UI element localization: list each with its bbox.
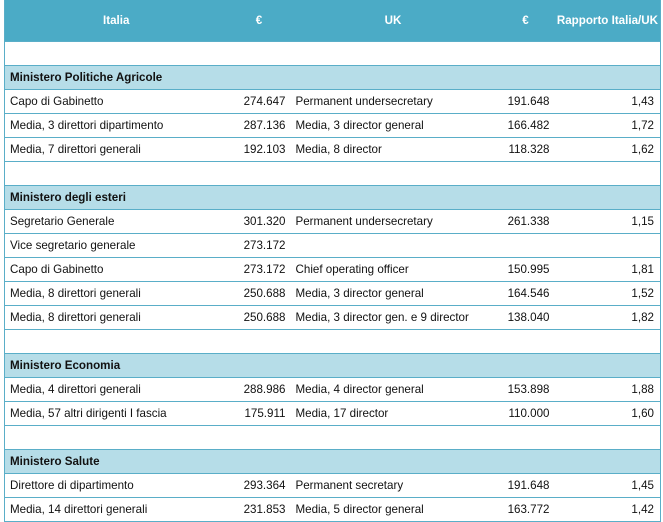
column-header: Italia (4, 0, 228, 42)
data-row: Segretario Generale 301.320 Permanent unde… (4, 209, 661, 234)
cell: Media, 8 direttori generali (4, 305, 228, 330)
cell: 273.172 (227, 233, 291, 258)
cell: 166.482 (495, 113, 556, 138)
cell: 1,15 (555, 209, 661, 234)
cell: 138.040 (495, 305, 556, 330)
cell: 250.688 (227, 281, 291, 306)
cell: Segretario Generale (4, 209, 228, 234)
blank-row (4, 329, 661, 354)
column-header: € (227, 0, 291, 42)
cell: Permanent secretary (290, 473, 496, 498)
data-row: Vice segretario generale 273.172 (4, 233, 661, 258)
section-row: Ministero Salute (4, 449, 661, 474)
cell: Media, 3 director general (290, 113, 496, 138)
data-row: Media, 57 altri dirigenti I fascia 175.91… (4, 401, 661, 426)
cell: 1,42 (555, 497, 661, 522)
data-row: Media, 4 direttori generali 288.986 Media,… (4, 377, 661, 402)
cell: 164.546 (495, 281, 556, 306)
column-header: € (495, 0, 556, 42)
data-row: Media, 8 direttori generali 250.688 Media,… (4, 281, 661, 306)
cell: 293.364 (227, 473, 291, 498)
cell: 1,45 (555, 473, 661, 498)
cell: Media, 8 director (290, 137, 496, 162)
data-row: Capo di Gabinetto 274.647 Permanent unders… (4, 89, 661, 114)
cell: 1,81 (555, 257, 661, 282)
cell: Vice segretario generale (4, 233, 228, 258)
cell (555, 233, 661, 258)
cell: 1,72 (555, 113, 661, 138)
cell: 163.772 (495, 497, 556, 522)
cell: 231.853 (227, 497, 291, 522)
cell: 288.986 (227, 377, 291, 402)
cell: 175.911 (227, 401, 291, 426)
data-row: Media, 14 direttori generali 231.853 Media… (4, 497, 661, 522)
cell: 250.688 (227, 305, 291, 330)
cell: 273.172 (227, 257, 291, 282)
section-title: Ministero Salute (4, 449, 661, 474)
blank-row (4, 41, 661, 66)
blank-cell (4, 161, 661, 186)
data-row: Direttore di dipartimento 293.364 Permanen… (4, 473, 661, 498)
cell: Media, 8 direttori generali (4, 281, 228, 306)
section-row: Ministero Politiche Agricole (4, 65, 661, 90)
cell: 1,82 (555, 305, 661, 330)
section-title: Ministero Politiche Agricole (4, 65, 661, 90)
cell: Chief operating officer (290, 257, 496, 282)
data-row: Media, 8 direttori generali 250.688 Media,… (4, 305, 661, 330)
cell: Media, 5 director general (290, 497, 496, 522)
blank-cell (4, 425, 661, 450)
cell: Permanent undersecretary (290, 209, 496, 234)
cell: Capo di Gabinetto (4, 89, 228, 114)
section-title: Ministero degli esteri (4, 185, 661, 210)
cell: Direttore di dipartimento (4, 473, 228, 498)
cell: 153.898 (495, 377, 556, 402)
blank-row (4, 425, 661, 450)
cell: Media, 3 director gen. e 9 director (290, 305, 496, 330)
cell: Media, 57 altri dirigenti I fascia (4, 401, 228, 426)
cell: 118.328 (495, 137, 556, 162)
cell: 110.000 (495, 401, 556, 426)
cell: 192.103 (227, 137, 291, 162)
blank-cell (4, 41, 661, 66)
cell: Media, 14 direttori generali (4, 497, 228, 522)
cell: Media, 17 director (290, 401, 496, 426)
cell: Media, 4 direttori generali (4, 377, 228, 402)
blank-cell (4, 329, 661, 354)
cell: 1,60 (555, 401, 661, 426)
cell: Capo di Gabinetto (4, 257, 228, 282)
data-row: Media, 3 direttori dipartimento 287.136 Me… (4, 113, 661, 138)
cell: 1,88 (555, 377, 661, 402)
cell: Permanent undersecretary (290, 89, 496, 114)
section-row: Ministero Economia (4, 353, 661, 378)
header-row: Italia € UK € Rapporto Italia/UK (4, 0, 661, 42)
cell: 301.320 (227, 209, 291, 234)
data-row: Media, 7 direttori generali 192.103 Media,… (4, 137, 661, 162)
blank-row (4, 161, 661, 186)
cell: Media, 3 director general (290, 281, 496, 306)
cell: Media, 4 director general (290, 377, 496, 402)
cell: 274.647 (227, 89, 291, 114)
cell: 191.648 (495, 89, 556, 114)
cell: 191.648 (495, 473, 556, 498)
column-header: Rapporto Italia/UK (555, 0, 661, 42)
table-body: Ministero Politiche Agricole Capo di Gabi… (4, 41, 661, 522)
cell: 261.338 (495, 209, 556, 234)
cell: 150.995 (495, 257, 556, 282)
cell: 1,52 (555, 281, 661, 306)
cell: 1,62 (555, 137, 661, 162)
cell (495, 233, 556, 258)
section-row: Ministero degli esteri (4, 185, 661, 210)
cell: 1,43 (555, 89, 661, 114)
salary-table: Italia € UK € Rapporto Italia/UK Ministe… (4, 0, 661, 522)
cell: 287.136 (227, 113, 291, 138)
section-title: Ministero Economia (4, 353, 661, 378)
data-row: Capo di Gabinetto 273.172 Chief operating … (4, 257, 661, 282)
cell: Media, 3 direttori dipartimento (4, 113, 228, 138)
column-header: UK (290, 0, 496, 42)
cell: Media, 7 direttori generali (4, 137, 228, 162)
cell (290, 233, 496, 258)
